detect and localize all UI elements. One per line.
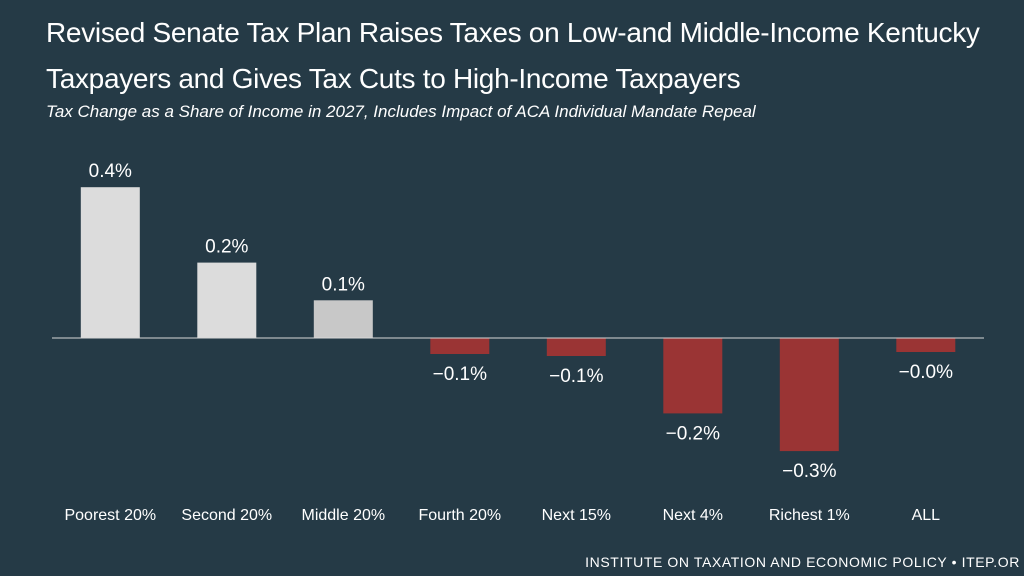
source-footer: INSTITUTE ON TAXATION AND ECONOMIC POLIC… bbox=[585, 554, 1020, 570]
bar-second-20 bbox=[197, 262, 257, 338]
category-label: Fourth 20% bbox=[418, 507, 501, 524]
chart-title: Revised Senate Tax Plan Raises Taxes on … bbox=[46, 17, 980, 94]
bar-poorest-20 bbox=[80, 187, 140, 338]
value-label: −0.2% bbox=[666, 423, 721, 444]
value-label: 0.4% bbox=[89, 161, 132, 182]
value-label: 0.2% bbox=[205, 237, 248, 258]
value-label: −0.0% bbox=[899, 362, 954, 383]
category-label: Second 20% bbox=[181, 507, 272, 524]
bar-next-15 bbox=[546, 338, 606, 356]
bar-middle-20 bbox=[313, 300, 373, 338]
value-label: −0.3% bbox=[782, 461, 837, 482]
value-labels-group: 0.4% 0.2% 0.1% −0.1% −0.1% −0.2% −0.3% −0.0% bbox=[89, 161, 953, 482]
category-label: Middle 20% bbox=[301, 507, 385, 524]
value-label: −0.1% bbox=[549, 366, 604, 387]
bar-next-4 bbox=[663, 338, 723, 414]
chart-subtitle: Tax Change as a Share of Income in 2027,… bbox=[46, 102, 756, 121]
category-label: Next 15% bbox=[542, 507, 611, 524]
value-label: 0.1% bbox=[322, 274, 365, 295]
category-label: Richest 1% bbox=[769, 507, 850, 524]
bars-group bbox=[80, 187, 956, 452]
category-label: Next 4% bbox=[663, 507, 723, 524]
category-labels-group: Poorest 20% Second 20% Middle 20% Fourth 20… bbox=[64, 507, 940, 524]
value-label: −0.1% bbox=[433, 364, 488, 385]
bar-all bbox=[896, 338, 956, 352]
bar-fourth-20 bbox=[430, 338, 490, 354]
bar-richest-1 bbox=[779, 338, 839, 452]
category-label: ALL bbox=[912, 507, 941, 524]
category-label: Poorest 20% bbox=[64, 507, 156, 524]
